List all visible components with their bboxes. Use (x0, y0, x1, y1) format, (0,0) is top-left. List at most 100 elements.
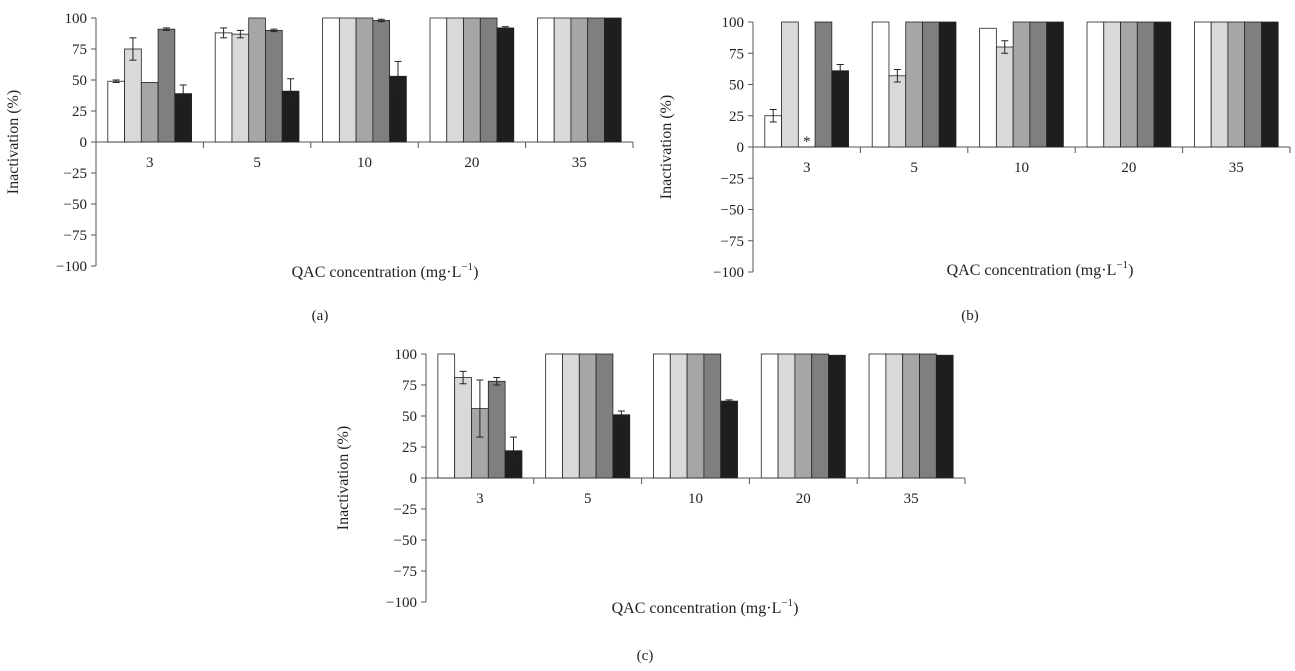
bar (777, 353, 796, 479)
x-tick-label: 10 (357, 155, 372, 171)
y-tick-label: 100 (65, 11, 88, 27)
error-bar (617, 410, 625, 419)
y-tick-label: 0 (80, 135, 88, 151)
bar (479, 17, 498, 143)
bar (1029, 21, 1048, 148)
bar (429, 17, 448, 143)
bar (1136, 21, 1155, 148)
y-tick-label: −100 (386, 595, 417, 611)
error-bar (1001, 40, 1009, 54)
bar (570, 17, 589, 143)
x-tick-label: 35 (904, 491, 919, 507)
y-axis-title: Inactivation (%) (335, 426, 352, 530)
bar (1103, 21, 1121, 148)
bar (587, 17, 605, 143)
x-axis-title: QAC concentration (mg·L−1) (612, 597, 799, 617)
bar (248, 17, 266, 143)
bar (124, 48, 142, 143)
panel-label: (c) (637, 648, 654, 664)
x-axis-title-main: QAC concentration (mg·L (292, 264, 462, 281)
bar (885, 353, 904, 479)
error-bar (493, 377, 501, 386)
bar (669, 353, 688, 479)
y-tick-label: 25 (402, 440, 417, 456)
y-tick-label: 75 (402, 378, 417, 394)
bar (454, 377, 472, 479)
bar (446, 17, 464, 143)
panel-label: (a) (312, 308, 329, 324)
y-axis-title: Inactivation (%) (658, 95, 675, 199)
bar (868, 353, 887, 479)
bar (1194, 21, 1212, 148)
error-bar (836, 64, 844, 78)
y-tick-label: −25 (721, 171, 744, 187)
error-bar (220, 27, 228, 39)
bar (938, 21, 957, 148)
bar (545, 353, 563, 479)
bar (760, 353, 779, 479)
bar (828, 354, 846, 479)
y-tick-label: 25 (72, 104, 87, 120)
bar (1120, 21, 1138, 148)
x-tick-label: 10 (688, 491, 703, 507)
x-axis-title-close: ) (1128, 262, 1133, 279)
bar (703, 353, 722, 479)
y-tick-label: 50 (402, 409, 417, 425)
x-tick-label: 3 (476, 491, 484, 507)
error-bar (162, 27, 170, 31)
bar (1227, 21, 1246, 148)
bar (612, 414, 631, 479)
bar (781, 21, 799, 148)
error-bar (129, 37, 137, 61)
bar (1012, 21, 1031, 148)
y-tick-label: 75 (72, 42, 87, 58)
bar (831, 70, 849, 148)
x-axis-title-superscript: −1 (781, 597, 793, 609)
error-bar (270, 28, 278, 33)
bar (1244, 21, 1262, 148)
bar (1210, 21, 1229, 148)
bar (578, 353, 597, 479)
bar (1086, 21, 1105, 148)
bar (653, 353, 671, 479)
error-bar (501, 26, 509, 30)
bar (140, 82, 159, 143)
bar (604, 17, 622, 143)
x-axis-title-main: QAC concentration (mg·L (612, 600, 782, 617)
bar (902, 353, 920, 479)
x-axis-title: QAC concentration (mg·L−1) (947, 259, 1134, 279)
error-bar (769, 109, 777, 123)
x-tick-label: 35 (572, 155, 587, 171)
x-tick-label: 5 (253, 155, 261, 171)
y-tick-label: −50 (721, 203, 744, 219)
y-tick-label: −75 (64, 228, 87, 244)
error-bar (377, 18, 385, 23)
annotation-asterisk: * (803, 134, 811, 150)
error-bar (476, 379, 484, 438)
bar (231, 33, 250, 143)
y-tick-label: −100 (56, 259, 87, 275)
x-tick-label: 5 (584, 491, 592, 507)
error-bar (236, 29, 244, 39)
x-axis-title-superscript: −1 (461, 261, 473, 273)
y-tick-label: −100 (713, 265, 744, 281)
y-tick-label: 100 (395, 347, 418, 363)
error-bar (893, 69, 901, 83)
error-bar (112, 79, 120, 83)
bar (935, 354, 954, 479)
bar (265, 29, 283, 143)
x-tick-label: 20 (1121, 160, 1136, 176)
bar (888, 75, 907, 148)
bar (686, 353, 705, 479)
y-tick-label: −75 (721, 234, 744, 250)
y-tick-label: 0 (737, 140, 745, 156)
error-bar (459, 370, 467, 385)
bar (1261, 21, 1279, 148)
bar (322, 17, 340, 143)
bar (107, 80, 125, 143)
x-tick-label: 3 (803, 160, 811, 176)
bar (979, 27, 997, 148)
x-tick-label: 20 (464, 155, 479, 171)
